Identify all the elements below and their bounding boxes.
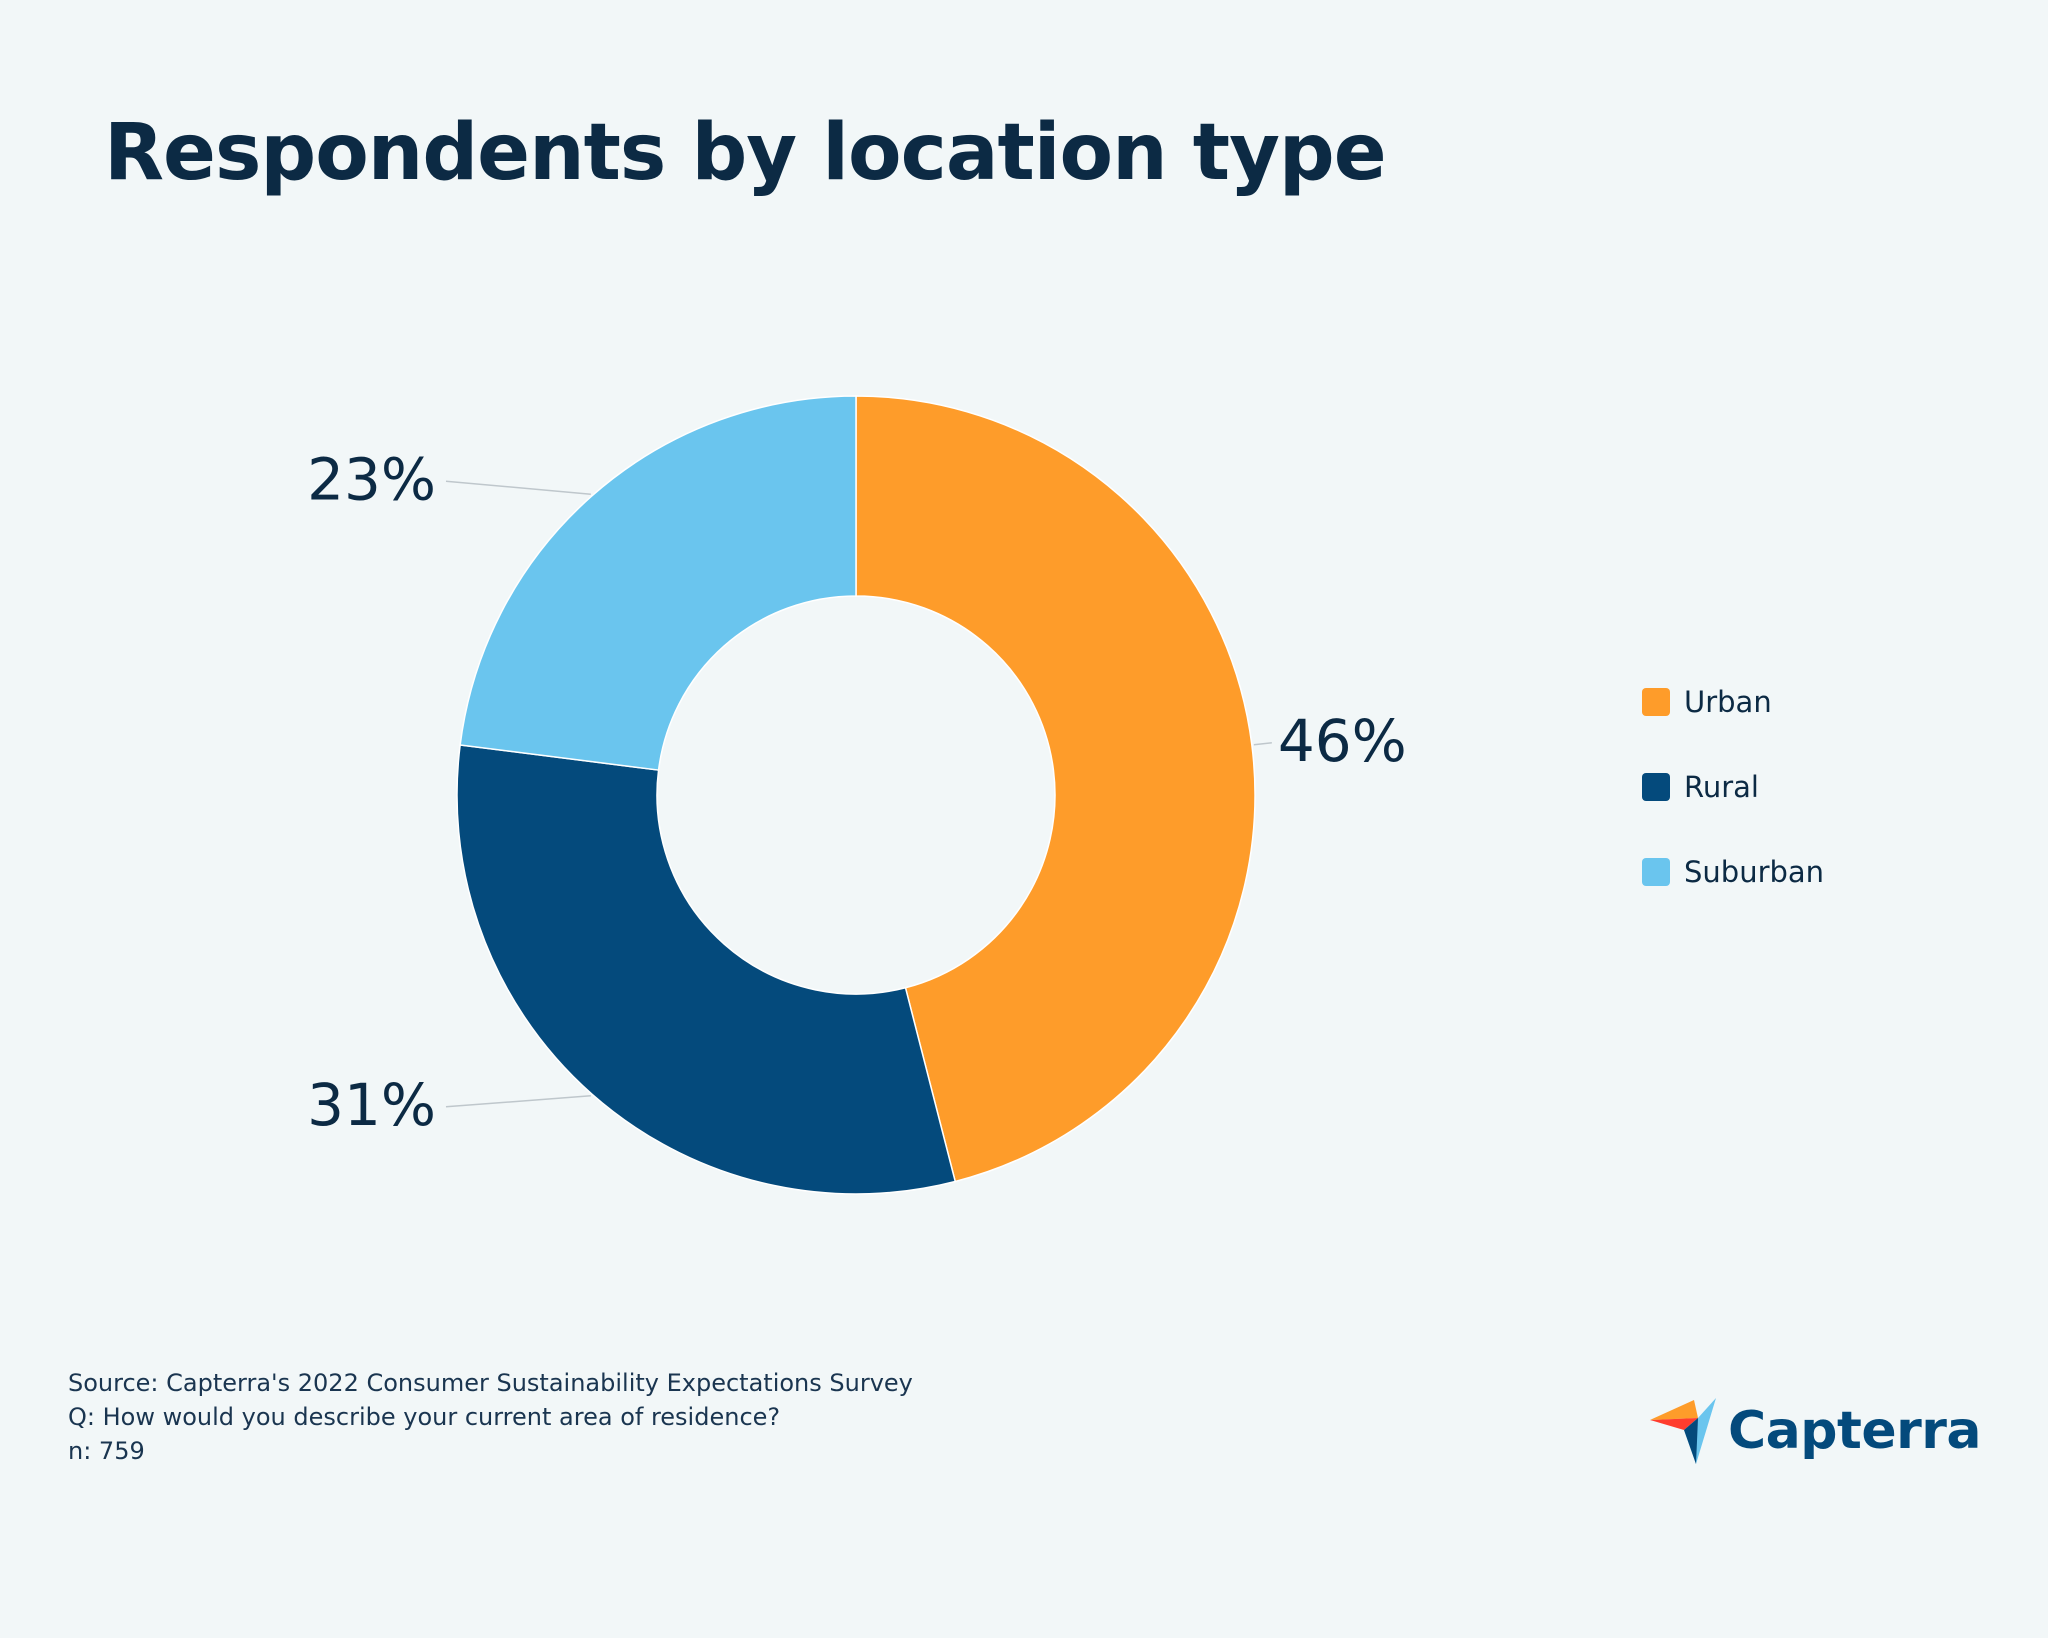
legend-swatch-rural bbox=[1642, 773, 1670, 801]
legend-label-urban: Urban bbox=[1684, 685, 1772, 719]
question-note: Q: How would you describe your current a… bbox=[68, 1403, 781, 1431]
capterra-logo: Capterra bbox=[1648, 1396, 1981, 1466]
legend-item-rural: Rural bbox=[1642, 770, 1824, 804]
legend-swatch-suburban bbox=[1642, 858, 1670, 886]
sample-size-note: n: 759 bbox=[68, 1437, 145, 1465]
logo-text: Capterra bbox=[1728, 1401, 1981, 1461]
data-label-urban: 46% bbox=[1278, 707, 1407, 775]
slice-urban bbox=[855, 395, 1256, 1183]
legend-label-rural: Rural bbox=[1684, 770, 1759, 804]
chart-title: Respondents by location type bbox=[104, 108, 1387, 198]
slice-rural bbox=[456, 744, 957, 1195]
data-label-rural: 31% bbox=[307, 1071, 436, 1139]
footnote: Source: Capterra's 2022 Consumer Sustain… bbox=[68, 1366, 913, 1468]
capterra-arrow-icon bbox=[1650, 1398, 1716, 1464]
leader-line-urban bbox=[1253, 741, 1272, 746]
legend-item-urban: Urban bbox=[1642, 685, 1824, 719]
slice-suburban bbox=[459, 395, 857, 771]
legend: Urban Rural Suburban bbox=[1642, 685, 1825, 941]
leader-line-suburban bbox=[445, 480, 591, 495]
source-note: Source: Capterra's 2022 Consumer Sustain… bbox=[68, 1369, 913, 1397]
data-label-suburban: 23% bbox=[307, 445, 436, 513]
legend-item-suburban: Suburban bbox=[1642, 855, 1825, 889]
leader-line-rural bbox=[445, 1095, 591, 1108]
legend-swatch-urban bbox=[1642, 688, 1670, 716]
legend-label-suburban: Suburban bbox=[1684, 855, 1825, 889]
